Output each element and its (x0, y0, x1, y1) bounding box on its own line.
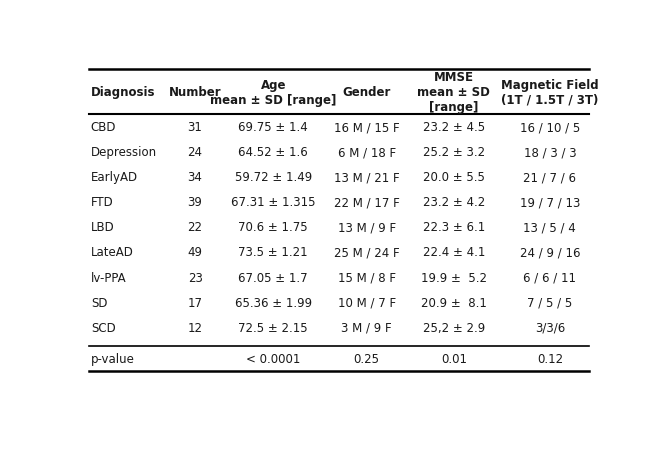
Text: 72.5 ± 2.15: 72.5 ± 2.15 (239, 321, 308, 334)
Text: Number: Number (169, 86, 221, 99)
Text: Gender: Gender (342, 86, 391, 99)
Text: Diagnosis: Diagnosis (91, 86, 155, 99)
Text: LBD: LBD (91, 221, 114, 234)
Text: 12: 12 (188, 321, 202, 334)
Text: 13 / 5 / 4: 13 / 5 / 4 (524, 221, 576, 234)
Text: 67.05 ± 1.7: 67.05 ± 1.7 (239, 271, 308, 284)
Text: 19.9 ±  5.2: 19.9 ± 5.2 (421, 271, 486, 284)
Text: 16 / 10 / 5: 16 / 10 / 5 (520, 121, 580, 134)
Text: 3 M / 9 F: 3 M / 9 F (341, 321, 392, 334)
Text: 31: 31 (188, 121, 202, 134)
Text: SCD: SCD (91, 321, 116, 334)
Text: 34: 34 (188, 171, 202, 184)
Text: 67.31 ± 1.315: 67.31 ± 1.315 (231, 196, 315, 209)
Text: 22.3 ± 6.1: 22.3 ± 6.1 (422, 221, 485, 234)
Text: Magnetic Field
(1T / 1.5T / 3T): Magnetic Field (1T / 1.5T / 3T) (501, 78, 599, 106)
Text: 22.4 ± 4.1: 22.4 ± 4.1 (422, 246, 485, 259)
Text: 17: 17 (188, 296, 202, 309)
Text: 6 / 6 / 11: 6 / 6 / 11 (524, 271, 576, 284)
Text: 24: 24 (188, 146, 202, 159)
Text: 0.01: 0.01 (441, 352, 467, 365)
Text: SD: SD (91, 296, 107, 309)
Text: 16 M / 15 F: 16 M / 15 F (334, 121, 399, 134)
Text: CBD: CBD (91, 121, 116, 134)
Text: p-value: p-value (91, 352, 135, 365)
Text: 15 M / 8 F: 15 M / 8 F (338, 271, 396, 284)
Text: 73.5 ± 1.21: 73.5 ± 1.21 (239, 246, 308, 259)
Text: 13 M / 9 F: 13 M / 9 F (338, 221, 396, 234)
Text: 59.72 ± 1.49: 59.72 ± 1.49 (235, 171, 312, 184)
Text: 22: 22 (188, 221, 202, 234)
Text: 23.2 ± 4.2: 23.2 ± 4.2 (422, 196, 485, 209)
Text: 70.6 ± 1.75: 70.6 ± 1.75 (239, 221, 308, 234)
Text: 21 / 7 / 6: 21 / 7 / 6 (524, 171, 576, 184)
Text: LateAD: LateAD (91, 246, 134, 259)
Text: 69.75 ± 1.4: 69.75 ± 1.4 (239, 121, 308, 134)
Text: 10 M / 7 F: 10 M / 7 F (338, 296, 396, 309)
Text: 3/3/6: 3/3/6 (535, 321, 565, 334)
Text: 20.0 ± 5.5: 20.0 ± 5.5 (423, 171, 485, 184)
Text: EarlyAD: EarlyAD (91, 171, 138, 184)
Text: 25,2 ± 2.9: 25,2 ± 2.9 (422, 321, 485, 334)
Text: 25 M / 24 F: 25 M / 24 F (334, 246, 399, 259)
Text: 6 M / 18 F: 6 M / 18 F (338, 146, 396, 159)
Text: 23: 23 (188, 271, 202, 284)
Text: 25.2 ± 3.2: 25.2 ± 3.2 (422, 146, 485, 159)
Text: 0.12: 0.12 (537, 352, 563, 365)
Text: 20.9 ±  8.1: 20.9 ± 8.1 (421, 296, 486, 309)
Text: 13 M / 21 F: 13 M / 21 F (334, 171, 399, 184)
Text: 7 / 5 / 5: 7 / 5 / 5 (527, 296, 572, 309)
Text: < 0.0001: < 0.0001 (246, 352, 300, 365)
Text: 0.25: 0.25 (354, 352, 379, 365)
Text: 22 M / 17 F: 22 M / 17 F (334, 196, 399, 209)
Text: Age
mean ± SD [range]: Age mean ± SD [range] (210, 78, 336, 106)
Text: 49: 49 (188, 246, 202, 259)
Text: 64.52 ± 1.6: 64.52 ± 1.6 (239, 146, 308, 159)
Text: lv-PPA: lv-PPA (91, 271, 126, 284)
Text: Depression: Depression (91, 146, 157, 159)
Text: 19 / 7 / 13: 19 / 7 / 13 (520, 196, 580, 209)
Text: 65.36 ± 1.99: 65.36 ± 1.99 (235, 296, 312, 309)
Text: 18 / 3 / 3: 18 / 3 / 3 (524, 146, 576, 159)
Text: FTD: FTD (91, 196, 114, 209)
Text: 23.2 ± 4.5: 23.2 ± 4.5 (422, 121, 485, 134)
Text: MMSE
mean ± SD
[range]: MMSE mean ± SD [range] (417, 71, 490, 114)
Text: 39: 39 (188, 196, 202, 209)
Text: 24 / 9 / 16: 24 / 9 / 16 (520, 246, 580, 259)
